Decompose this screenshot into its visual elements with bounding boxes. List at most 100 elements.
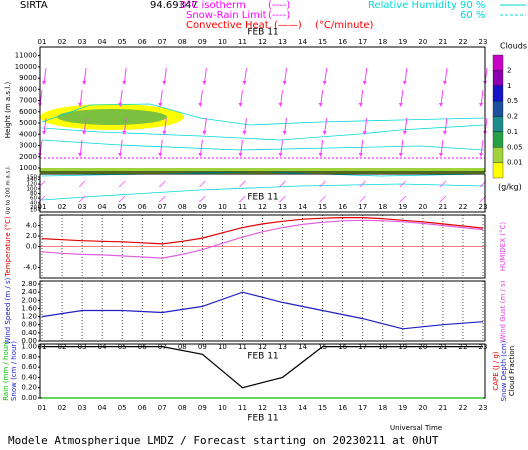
y-tick-label: 0.40 xyxy=(21,329,37,337)
wind-arrow xyxy=(199,195,206,203)
x-tick-label: 17 xyxy=(358,404,367,412)
wind-arrow xyxy=(279,195,286,203)
x-tick-label: 22 xyxy=(458,38,467,46)
x-tick-label: 21 xyxy=(438,38,447,46)
colorbar-label: 1 xyxy=(507,82,511,90)
wind-arrow-head xyxy=(198,103,203,107)
x-tick-label: 13 xyxy=(278,203,287,211)
wind-arrow xyxy=(78,180,86,188)
x-tick-label: 08 xyxy=(178,38,187,46)
wind-arrow-head xyxy=(282,81,287,85)
colorbar-swatch xyxy=(492,162,504,179)
colorbar-label: 0.5 xyxy=(507,97,518,105)
y-tick-label: 4.0 xyxy=(26,222,37,230)
humidity-level: 90 % xyxy=(460,0,485,11)
wind-arrow-head xyxy=(78,103,83,107)
y2-axis-title: CAPE (J / g) xyxy=(492,351,500,391)
wind-arrow xyxy=(118,195,126,203)
y-tick-label: 2.40 xyxy=(21,288,37,296)
x-tick-label: 11 xyxy=(238,404,247,412)
legend-symbol: (——) xyxy=(274,20,302,31)
y2-axis-title: HUMIDEX (°C) xyxy=(499,222,507,271)
wind-arrow xyxy=(118,180,126,188)
wind-arrow-head xyxy=(202,131,207,135)
x-tick-label: 19 xyxy=(398,404,407,412)
y-tick-label: -4.0 xyxy=(23,264,37,272)
x-tick-label: 03 xyxy=(78,203,87,211)
x-tick-label: 16 xyxy=(338,203,347,211)
wind-arrow-head xyxy=(158,153,163,157)
wind-arrow xyxy=(158,180,166,188)
series-line xyxy=(42,346,483,389)
cloud-field xyxy=(40,103,485,201)
x-tick-label: 08 xyxy=(178,404,187,412)
x-tick-label: 21 xyxy=(438,203,447,211)
y-tick-label: 10000 xyxy=(15,63,37,71)
coordinate: 94.69347 xyxy=(150,0,198,11)
x-tick-label: 21 xyxy=(438,404,447,412)
y-tick-label: 0.0 xyxy=(26,243,37,251)
y-tick-label: 150 xyxy=(27,175,38,181)
x-tick-label: 10 xyxy=(218,38,227,46)
wind-arrow-head xyxy=(118,153,123,157)
wind-arrow-head xyxy=(402,81,407,85)
x-tick-label: 04 xyxy=(98,404,107,412)
date-label: FEB 11 xyxy=(247,193,278,203)
x-tick-label: 01 xyxy=(38,38,47,46)
x-tick-label: 11 xyxy=(238,343,247,351)
x-tick-label: 07 xyxy=(158,404,167,412)
y2-axis-title: Wind Gust (m / s) xyxy=(499,280,507,341)
x-tick-label: 23 xyxy=(479,38,488,46)
wind-arrow-head xyxy=(42,81,46,85)
y-tick-label: 140 xyxy=(27,177,38,183)
y-tick-label: 8000 xyxy=(19,85,37,93)
wind-arrow-head xyxy=(282,131,287,135)
wind-arrow-head xyxy=(198,153,203,157)
y-tick-label: 2.80 xyxy=(21,280,37,288)
wind-arrow xyxy=(399,195,407,203)
y-axis-title: Snow (cm / hour) xyxy=(10,341,18,401)
y-tick-label: 0.00 xyxy=(21,394,37,402)
y-tick-label: 1.20 xyxy=(21,313,37,321)
humidity-level: 60 % xyxy=(460,10,485,21)
wind-arrow-head xyxy=(398,103,403,107)
humidity-contour xyxy=(41,124,485,141)
wind-arrow xyxy=(239,195,246,203)
wind-arrow xyxy=(158,195,166,203)
y-tick-label: 3000 xyxy=(19,142,37,150)
x-tick-label: 05 xyxy=(118,404,127,412)
wind-arrow-head xyxy=(358,103,363,107)
y-tick-label: 0.80 xyxy=(21,321,37,329)
wind-arrow-head xyxy=(438,153,443,157)
wind-arrow-head xyxy=(202,81,207,85)
x-tick-label: 07 xyxy=(158,203,167,211)
x-tick-label: 02 xyxy=(58,203,67,211)
x-tick-label: 09 xyxy=(198,38,207,46)
legend-symbol: (----) xyxy=(268,0,290,11)
y-tick-label: 1.00 xyxy=(21,343,37,351)
wind-arrow-head xyxy=(322,131,327,135)
wind-arrow-head xyxy=(122,81,127,85)
y-axis-title: Temperature (°C) xyxy=(4,216,12,278)
wind-arrow-head xyxy=(242,81,247,85)
x-tick-label: 05 xyxy=(118,38,127,46)
y-tick-label: 0.00 xyxy=(21,337,37,345)
colorbar-swatch xyxy=(492,116,504,133)
colorbar-unit: (g/kg) xyxy=(498,183,522,192)
series-line xyxy=(41,219,484,259)
x-tick-label: 06 xyxy=(138,404,147,412)
x-tick-label: 18 xyxy=(378,203,387,211)
x-tick-label: 11 xyxy=(238,203,247,211)
x-tick-label: 20 xyxy=(418,38,427,46)
x-tick-label: 20 xyxy=(418,203,427,211)
x-tick-label: 19 xyxy=(398,38,407,46)
y-tick-label: 5000 xyxy=(19,119,37,127)
y-tick-label: 10 xyxy=(30,208,37,214)
x-tick-label: 10 xyxy=(218,203,227,211)
x-tick-label: 22 xyxy=(458,404,467,412)
y-axis-title: Wind Speed (m / s) xyxy=(4,277,12,344)
colorbar-label: 0.01 xyxy=(507,159,523,167)
x-tick-label: 14 xyxy=(298,203,307,211)
